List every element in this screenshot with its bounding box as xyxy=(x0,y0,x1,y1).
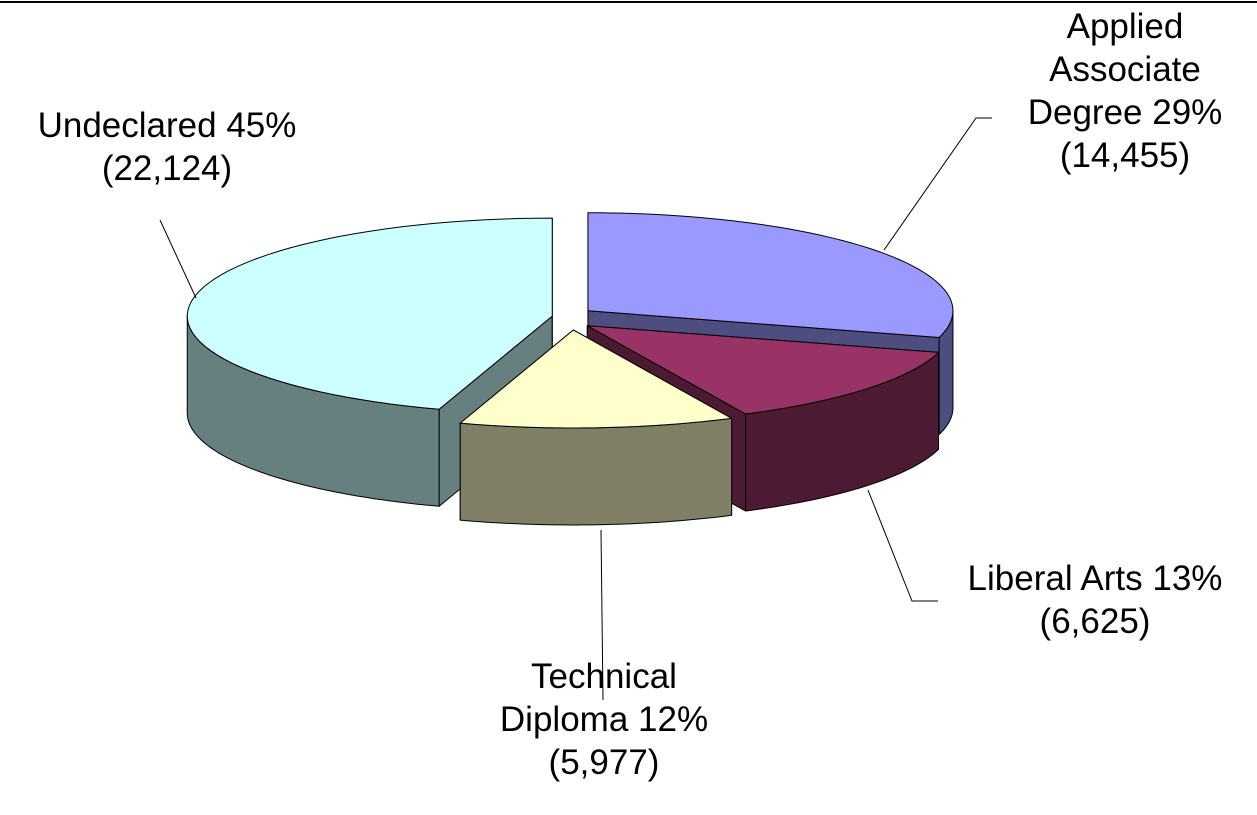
count: (14,455) xyxy=(1059,136,1191,175)
percent: 12% xyxy=(638,700,709,739)
slice xyxy=(459,329,733,429)
slice xyxy=(186,217,553,410)
leader-line xyxy=(867,489,938,602)
count: (5,977) xyxy=(548,743,660,782)
leader-lines xyxy=(159,117,992,701)
percent: 29% xyxy=(1152,93,1223,132)
slice-wall xyxy=(459,417,733,526)
percent: 45% xyxy=(226,106,297,145)
category: Liberal Arts xyxy=(967,559,1143,598)
category: Applied Associate Degree xyxy=(1027,7,1201,132)
category: Undeclared xyxy=(37,106,217,145)
slice-label: Applied Associate Degree 29% (14,455) xyxy=(1005,5,1245,177)
slice-label: Liberal Arts 13% (6,625) xyxy=(930,557,1257,643)
count: (6,625) xyxy=(1039,602,1151,641)
slice xyxy=(586,325,940,415)
percent: 13% xyxy=(1152,559,1223,598)
slice-label: Technical Diploma 12% (5,977) xyxy=(474,655,734,784)
leader-line xyxy=(883,117,992,251)
leader-line xyxy=(600,529,604,701)
leader-line xyxy=(159,219,197,299)
count: (22,124) xyxy=(101,149,233,188)
slice xyxy=(587,212,954,338)
slice-label: Undeclared 45% (22,124) xyxy=(2,104,332,190)
category: Technical Diploma xyxy=(499,657,677,739)
pie xyxy=(186,212,954,526)
